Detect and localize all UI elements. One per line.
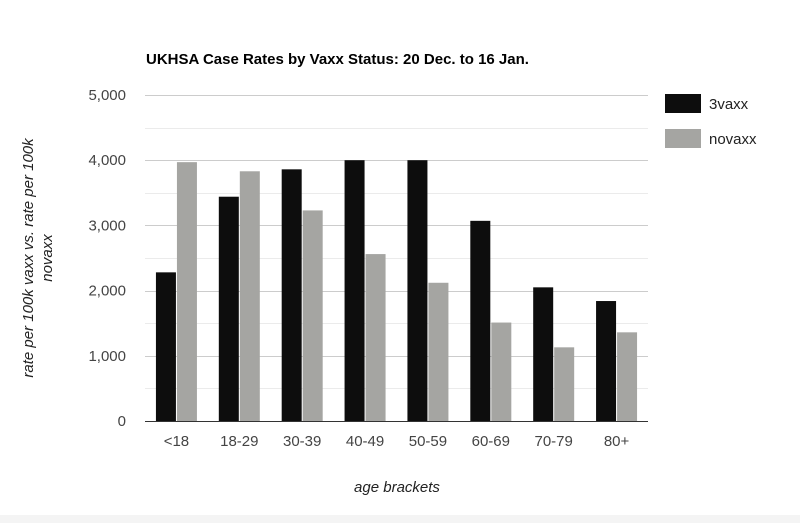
y-tick-labels: 0 1,000 2,000 3,000 4,000 5,000 xyxy=(88,87,126,430)
x-tick-label: 40-49 xyxy=(346,433,384,450)
x-tick-label: 50-59 xyxy=(409,433,447,450)
x-tick-label: <18 xyxy=(164,433,189,450)
x-axis-title: age brackets xyxy=(354,479,440,496)
y-tick-label: 2,000 xyxy=(88,283,126,300)
bar-3vaxx-80+ xyxy=(596,301,617,421)
bar-3vaxx-60-69 xyxy=(470,220,491,421)
y-axis-title-line-2: novaxx xyxy=(39,234,56,282)
legend-label-novaxx: novaxx xyxy=(709,131,757,148)
bar-3vaxx-50-59 xyxy=(407,160,428,421)
x-tick-label: 80+ xyxy=(604,433,630,450)
bar-novaxx-30-39 xyxy=(302,210,323,421)
x-tick-label: 18-29 xyxy=(220,433,258,450)
bar-3vaxx-18-29 xyxy=(218,196,239,421)
legend-swatch-novaxx xyxy=(665,129,701,148)
bar-3vaxx-70-79 xyxy=(533,287,554,421)
x-tick-label: 60-69 xyxy=(472,433,510,450)
x-tick-label: 70-79 xyxy=(535,433,573,450)
y-tick-label: 5,000 xyxy=(88,87,126,104)
bar-novaxx-60-69 xyxy=(491,322,512,421)
y-tick-label: 3,000 xyxy=(88,217,126,234)
bar-novaxx-70-79 xyxy=(554,347,575,421)
legend: 3vaxx novaxx xyxy=(665,94,757,148)
bar-novaxx-18-29 xyxy=(239,171,260,421)
bar-3vaxx-40-49 xyxy=(344,160,365,421)
y-tick-label: 1,000 xyxy=(88,348,126,365)
y-tick-label: 0 xyxy=(118,413,126,430)
legend-label-3vaxx: 3vaxx xyxy=(709,96,749,113)
bars xyxy=(155,160,638,421)
bar-novaxx-<18 xyxy=(176,162,197,421)
x-tick-label: 30-39 xyxy=(283,433,321,450)
bar-novaxx-40-49 xyxy=(365,254,386,421)
x-tick-labels: <18 18-29 30-39 40-49 50-59 60-69 70-79 80+ xyxy=(164,433,630,450)
bottom-strip xyxy=(0,515,800,523)
y-tick-label: 4,000 xyxy=(88,152,126,169)
bar-novaxx-80+ xyxy=(617,332,638,421)
legend-swatch-3vaxx xyxy=(665,94,701,113)
y-axis-title-line-1: rate per 100k vaxx vs. rate per 100k xyxy=(20,137,37,378)
bar-novaxx-50-59 xyxy=(428,282,449,421)
bar-3vaxx-30-39 xyxy=(281,169,302,421)
bar-3vaxx-<18 xyxy=(155,272,176,421)
chart-title: UKHSA Case Rates by Vaxx Status: 20 Dec.… xyxy=(146,51,529,68)
